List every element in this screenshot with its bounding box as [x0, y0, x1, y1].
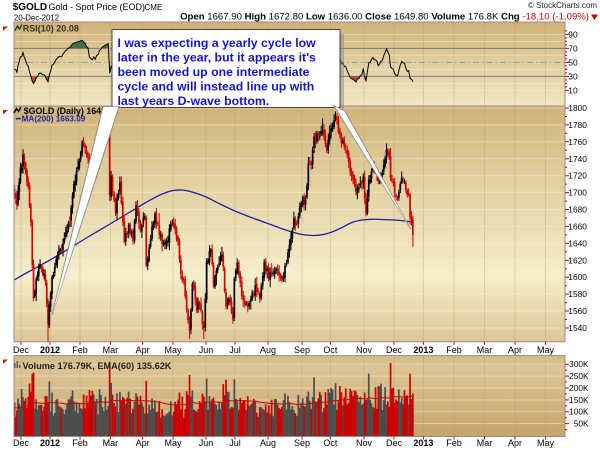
- svg-text:50: 50: [568, 57, 578, 67]
- svg-text:Sep: Sep: [294, 438, 310, 448]
- svg-text:1720: 1720: [568, 171, 587, 181]
- svg-text:© StockCharts.com: © StockCharts.com: [528, 1, 597, 10]
- svg-text:Apr: Apr: [508, 345, 522, 355]
- svg-text:1560: 1560: [568, 306, 587, 316]
- svg-text:Apr: Apr: [508, 438, 522, 448]
- svg-text:I was expecting a yearly cycle: I was expecting a yearly cycle low: [118, 36, 317, 50]
- svg-text:$GOLD: $GOLD: [13, 2, 47, 13]
- svg-text:1740: 1740: [568, 154, 587, 164]
- svg-text:May: May: [537, 345, 555, 355]
- svg-text:Jul: Jul: [229, 438, 241, 448]
- svg-text:Volume 176.79K, EMA(60) 135.62: Volume 176.79K, EMA(60) 135.62K: [23, 361, 172, 371]
- svg-text:10: 10: [568, 85, 578, 95]
- svg-text:Nov: Nov: [356, 438, 373, 448]
- svg-text:1680: 1680: [568, 205, 587, 215]
- svg-text:1800: 1800: [568, 103, 587, 113]
- svg-text:1580: 1580: [568, 289, 587, 299]
- svg-text:May: May: [164, 345, 182, 355]
- svg-text:Feb: Feb: [72, 345, 88, 355]
- svg-text:Oct: Oct: [323, 438, 338, 448]
- svg-text:CME: CME: [145, 3, 163, 12]
- svg-text:Gold - Spot Price (EOD): Gold - Spot Price (EOD): [49, 2, 146, 12]
- svg-text:1640: 1640: [568, 238, 587, 248]
- svg-text:Mar: Mar: [103, 438, 119, 448]
- svg-text:300K: 300K: [569, 359, 589, 369]
- svg-text:been moved up one intermediate: been moved up one intermediate: [118, 65, 310, 79]
- svg-text:Jul: Jul: [229, 345, 241, 355]
- svg-text:last years D-wave bottom.: last years D-wave bottom.: [118, 94, 270, 108]
- svg-text:100K: 100K: [569, 407, 589, 417]
- svg-text:Feb: Feb: [72, 438, 88, 448]
- svg-text:2012: 2012: [40, 438, 60, 448]
- svg-text:Aug: Aug: [260, 438, 276, 448]
- svg-text:Dec: Dec: [13, 345, 30, 355]
- svg-text:1600: 1600: [568, 272, 587, 282]
- svg-text:Feb: Feb: [446, 345, 462, 355]
- svg-text:250K: 250K: [569, 371, 589, 381]
- svg-text:1780: 1780: [568, 120, 587, 130]
- svg-text:200K: 200K: [569, 383, 589, 393]
- svg-text:cycle and will instead line up: cycle and will instead line up with: [118, 80, 315, 94]
- svg-text:Dec: Dec: [13, 438, 30, 448]
- svg-text:Mar: Mar: [477, 345, 493, 355]
- svg-text:2013: 2013: [413, 438, 433, 448]
- svg-text:Oct: Oct: [323, 345, 338, 355]
- svg-text:1540: 1540: [568, 323, 587, 333]
- svg-text:Nov: Nov: [356, 345, 373, 355]
- svg-text:1660: 1660: [568, 221, 587, 231]
- svg-text:Mar: Mar: [477, 438, 493, 448]
- svg-text:Feb: Feb: [446, 438, 462, 448]
- svg-text:Dec: Dec: [386, 438, 403, 448]
- svg-text:$GOLD (Daily) 1649.80: $GOLD (Daily) 1649.80: [24, 106, 119, 116]
- svg-text:later in the year, but it appe: later in the year, but it appears it's: [118, 51, 317, 65]
- svg-text:Jun: Jun: [199, 345, 214, 355]
- svg-text:RSI(10) 20.08: RSI(10) 20.08: [23, 23, 79, 33]
- svg-text:Apr: Apr: [136, 345, 150, 355]
- svg-text:1700: 1700: [568, 188, 587, 198]
- svg-text:May: May: [537, 438, 555, 448]
- svg-text:2013: 2013: [413, 345, 433, 355]
- svg-text:30: 30: [568, 71, 578, 81]
- svg-text:Dec: Dec: [386, 345, 403, 355]
- svg-text:Mar: Mar: [103, 345, 119, 355]
- svg-text:50K: 50K: [574, 419, 589, 429]
- svg-text:150K: 150K: [569, 395, 589, 405]
- svg-text:Sep: Sep: [294, 345, 310, 355]
- svg-text:Apr: Apr: [136, 438, 150, 448]
- svg-text:70: 70: [568, 43, 578, 53]
- svg-text:1760: 1760: [568, 137, 587, 147]
- svg-text:Aug: Aug: [260, 345, 276, 355]
- svg-text:20-Dec-2012: 20-Dec-2012: [14, 14, 59, 23]
- svg-text:Open 1667.90 High 1672.80 Low: Open 1667.90 High 1672.80 Low 1636.00 Cl…: [180, 12, 589, 23]
- svg-text:Jun: Jun: [199, 438, 214, 448]
- svg-text:MA(200) 1663.09: MA(200) 1663.09: [22, 115, 86, 124]
- svg-text:May: May: [164, 438, 182, 448]
- svg-text:2012: 2012: [40, 345, 60, 355]
- svg-text:90: 90: [568, 29, 578, 39]
- svg-text:1620: 1620: [568, 255, 587, 265]
